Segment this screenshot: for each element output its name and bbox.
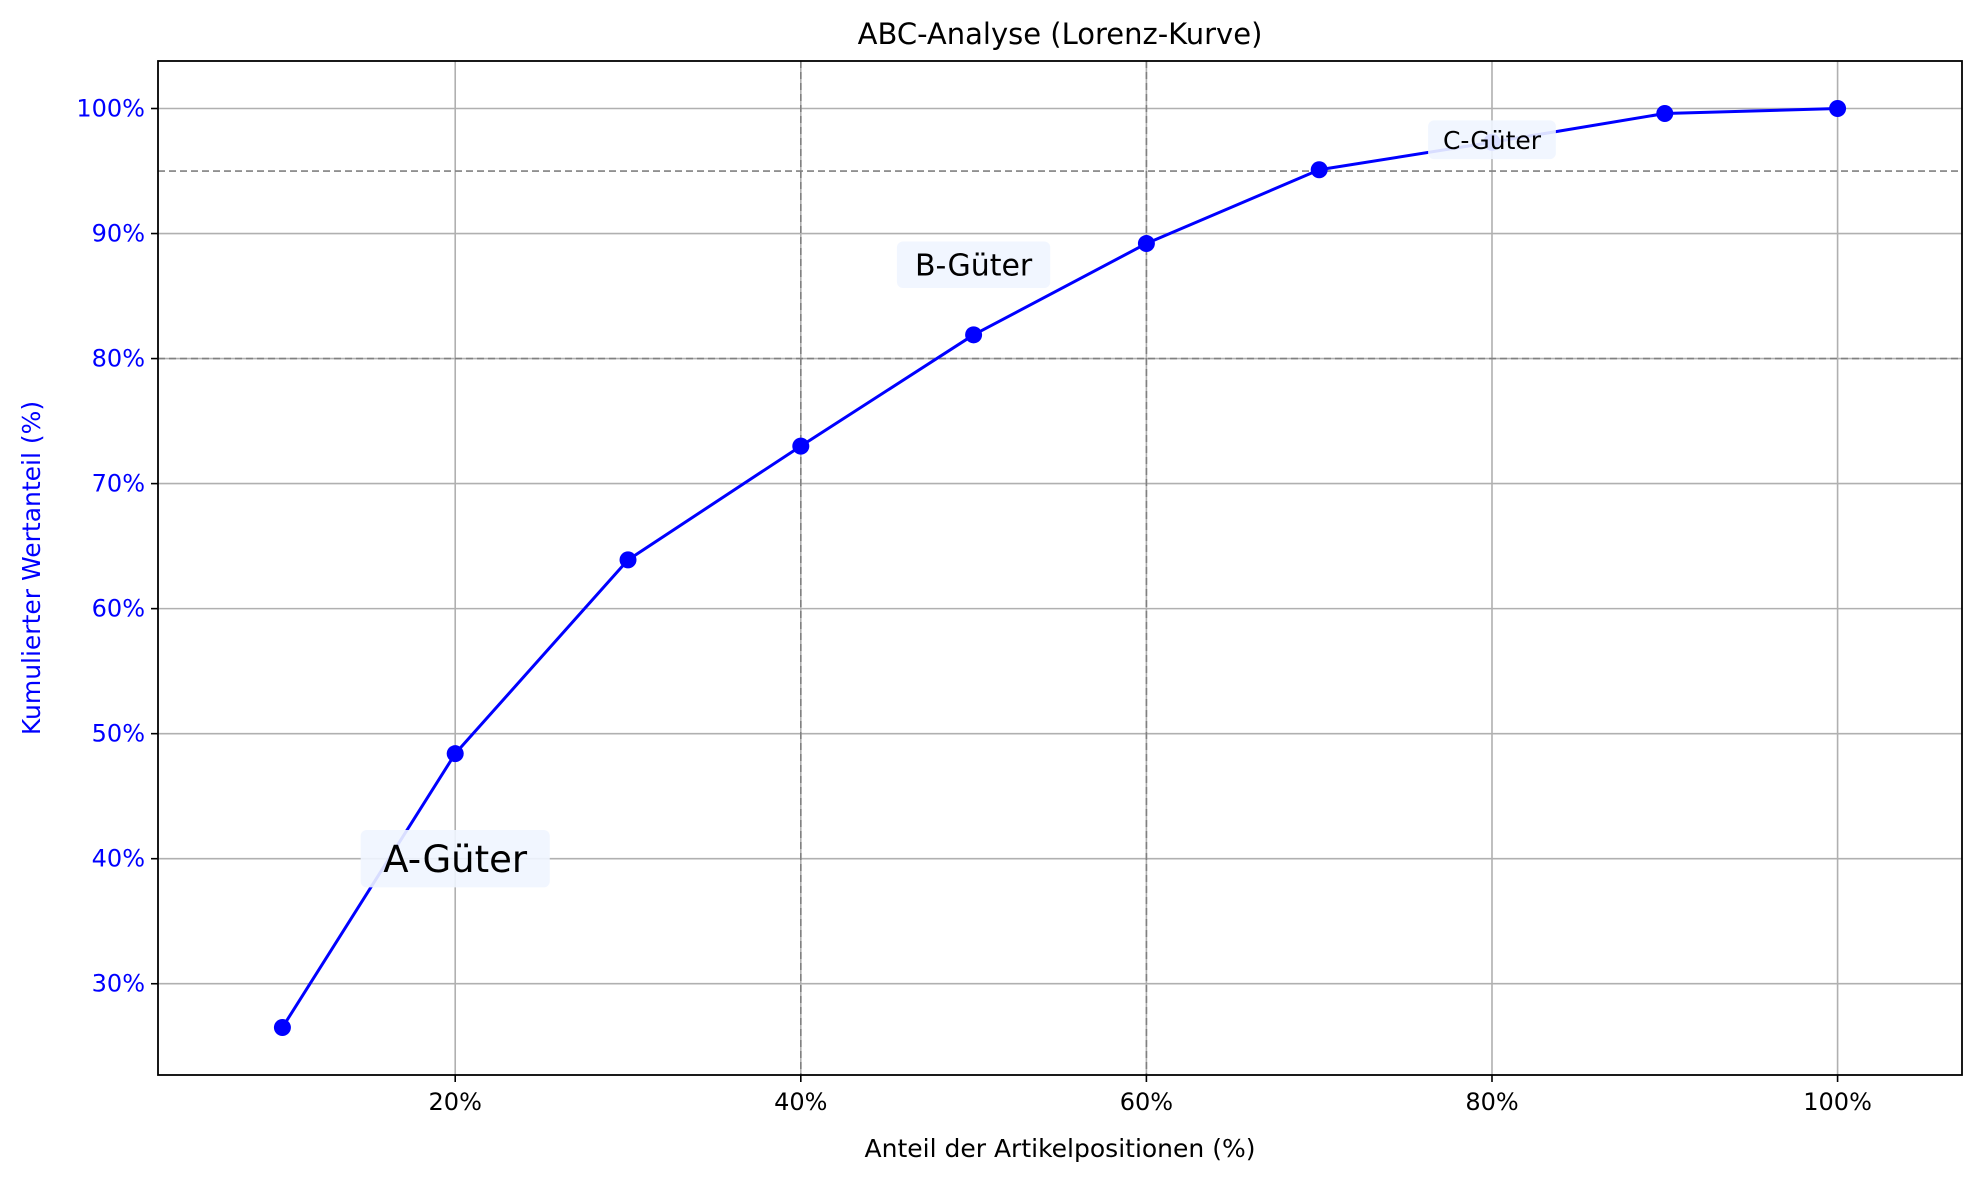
- x-tick-label: 100%: [1803, 1088, 1872, 1116]
- y-tick-label: 80%: [92, 345, 145, 373]
- data-point: [1310, 161, 1328, 179]
- data-point: [965, 326, 983, 344]
- axis-ticks: 20% 40% 60% 80% 100% 30% 40% 50% 60% 70% 80% 90% 100…: [76, 95, 1872, 1116]
- y-tick-label: 30%: [92, 970, 145, 998]
- annotation-box: [1428, 120, 1556, 160]
- x-axis-label: Anteil der Artikelpositionen (%): [865, 1134, 1256, 1163]
- data-point: [273, 1018, 291, 1036]
- data-point: [792, 437, 810, 455]
- chart-title: ABC-Analyse (Lorenz-Kurve): [858, 17, 1263, 51]
- y-tick-label: 100%: [76, 95, 145, 123]
- y-tick-label: 50%: [92, 720, 145, 748]
- series-line: [281, 107, 1838, 1029]
- y-tick-label: 70%: [92, 470, 145, 498]
- x-tick-label: 80%: [1465, 1088, 1518, 1116]
- x-tick-label: 60%: [1120, 1088, 1173, 1116]
- annotation-label: A-Güter: [383, 838, 528, 881]
- annotation-label: B-Güter: [915, 249, 1033, 284]
- annotation-label: C-Güter: [1443, 126, 1542, 155]
- plot-frame: [157, 60, 1963, 1076]
- annotation-box: [896, 241, 1051, 289]
- data-point: [619, 551, 637, 569]
- data-point: [446, 745, 464, 763]
- y-tick-label: 40%: [92, 845, 145, 873]
- y-tick-label: 60%: [92, 595, 145, 623]
- series-layer: [273, 100, 1847, 1036]
- x-tick-label: 20%: [429, 1088, 482, 1116]
- annotation-box: [360, 830, 550, 888]
- data-point: [1656, 105, 1674, 123]
- x-tick-label: 40%: [774, 1088, 827, 1116]
- data-point: [1137, 235, 1155, 253]
- annotation-layer: A-Güter B-Güter C-Güter: [360, 120, 1556, 888]
- y-axis-label: Kumulierter Wertanteil (%): [17, 401, 46, 735]
- y-tick-label: 90%: [92, 220, 145, 248]
- threshold-lines: [158, 61, 1962, 1075]
- data-point: [1829, 100, 1847, 118]
